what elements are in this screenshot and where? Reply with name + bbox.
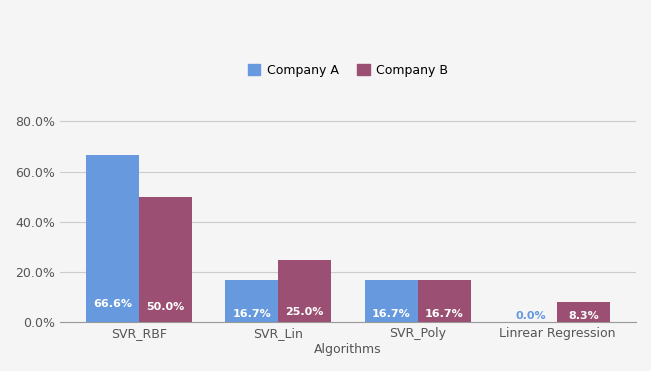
Bar (557, 302, 610, 322)
X-axis label: Algorithms: Algorithms (314, 343, 381, 356)
Text: 66.6%: 66.6% (93, 299, 132, 309)
Bar (139, 197, 192, 322)
Bar (417, 280, 471, 322)
Text: 8.3%: 8.3% (568, 311, 599, 321)
Text: 0.0%: 0.0% (515, 311, 546, 321)
Text: 50.0%: 50.0% (146, 302, 185, 312)
Bar (86, 155, 139, 322)
Text: 25.0%: 25.0% (286, 307, 324, 317)
Bar (225, 280, 278, 322)
Bar (365, 280, 417, 322)
Bar (278, 260, 331, 322)
Text: 16.7%: 16.7% (232, 309, 271, 319)
Legend: Company A, Company B: Company A, Company B (243, 59, 453, 82)
Text: 16.7%: 16.7% (424, 309, 464, 319)
Text: 16.7%: 16.7% (372, 309, 411, 319)
